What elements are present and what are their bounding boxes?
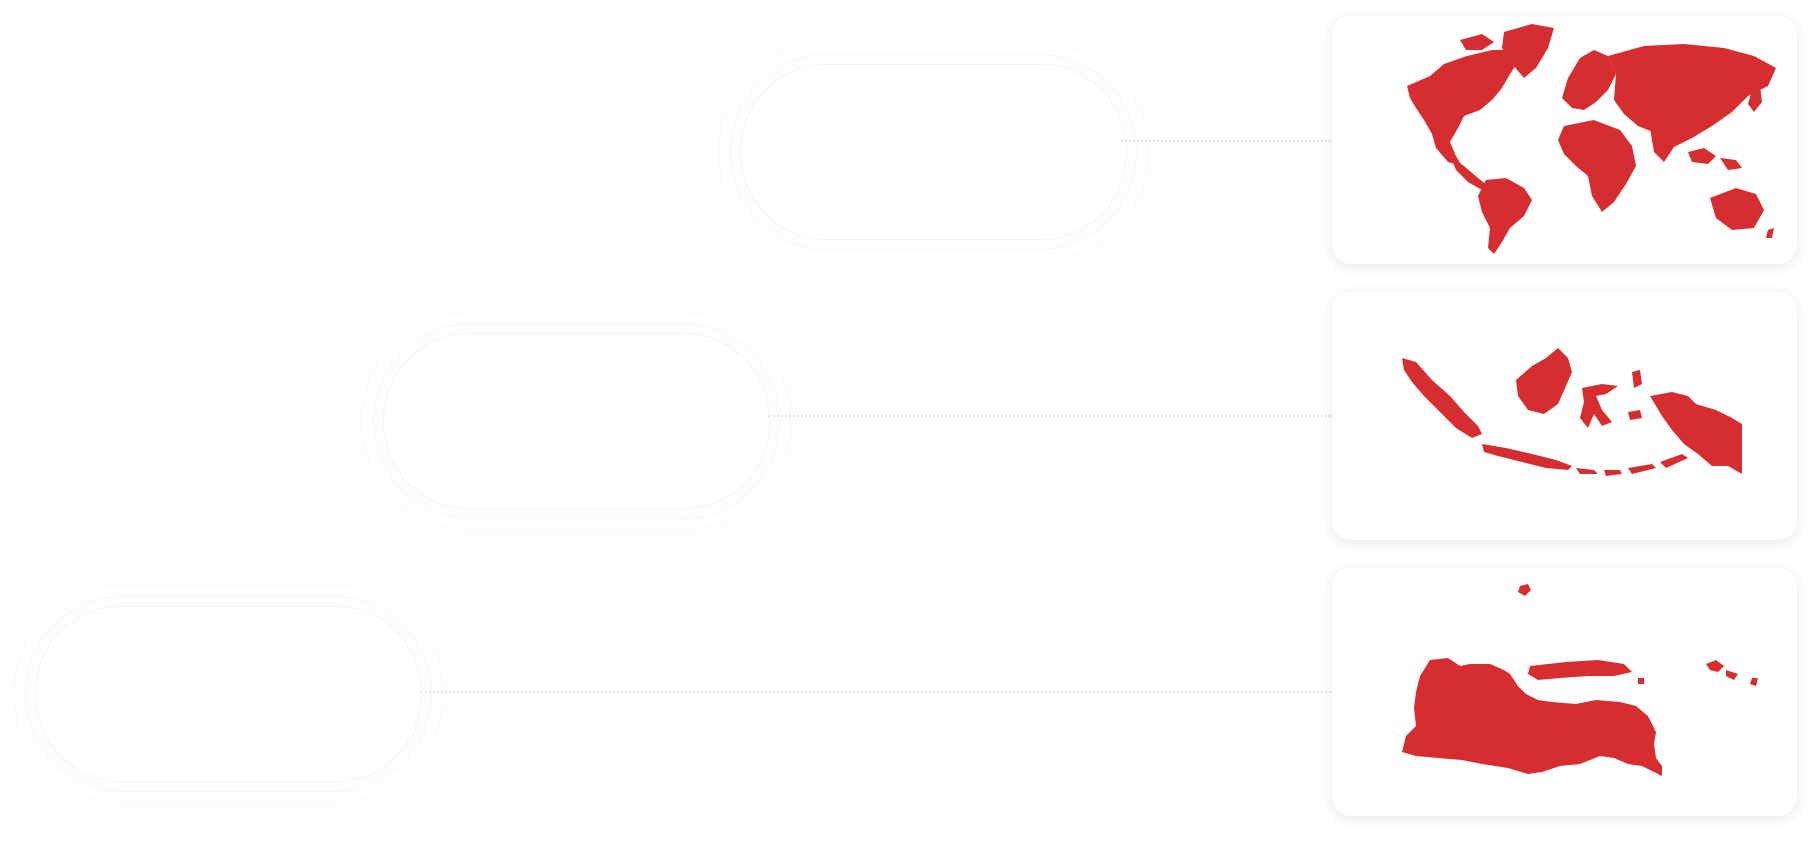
level-world-card[interactable]	[1332, 16, 1797, 264]
level-indonesia-card[interactable]	[1332, 292, 1797, 540]
level-indonesia-node[interactable]	[383, 333, 770, 509]
level-east-java-node[interactable]	[35, 606, 422, 782]
level-east-java-card[interactable]	[1332, 568, 1797, 816]
level-indonesia-connector	[768, 415, 1331, 417]
level-east-java-connector	[420, 691, 1331, 693]
world-map-icon	[1407, 24, 1776, 254]
indonesia-map-icon	[1402, 348, 1742, 476]
level-world-node[interactable]	[740, 64, 1127, 240]
level-world-connector	[1121, 140, 1331, 142]
east-java-map-icon	[1402, 584, 1758, 776]
